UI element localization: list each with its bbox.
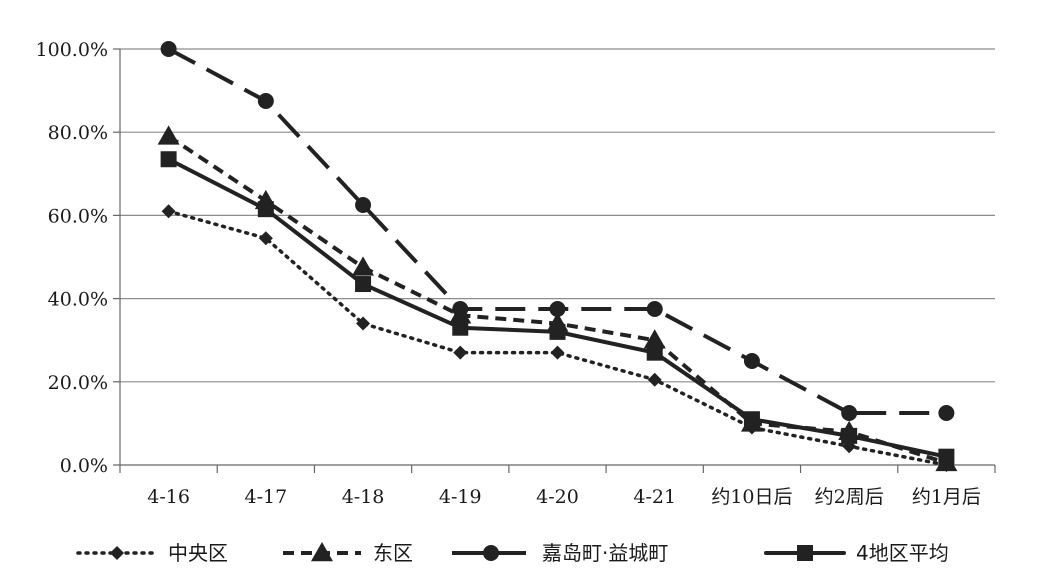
x-tick-label: 4-17 (244, 486, 287, 508)
data-point (157, 125, 180, 145)
data-point (257, 93, 274, 109)
legend-marker (797, 545, 813, 561)
data-point (352, 256, 375, 276)
series-line (166, 209, 949, 467)
data-point (841, 427, 858, 444)
legend-item: 东区 (283, 541, 413, 565)
x-tick-labels: 4-16 4-17 4-18 4-19 4-20 4-21 约10日后 约2周后 约1月后 (147, 486, 981, 508)
series-line (167, 134, 948, 465)
data-point (647, 372, 662, 387)
data-point (646, 344, 663, 361)
legend-label: 中央区 (168, 541, 228, 565)
x-tick-label: 约10日后 (711, 486, 792, 508)
x-tick-label: 4-16 (147, 486, 190, 508)
data-point (643, 329, 666, 349)
data-point (356, 316, 371, 331)
data-point (743, 411, 760, 428)
data-point (449, 304, 472, 324)
data-point (355, 276, 372, 293)
data-point (161, 204, 176, 219)
series-2 (160, 41, 955, 421)
data-point (549, 323, 566, 340)
y-tick-label: 100.0% (36, 39, 108, 61)
y-tick-label: 80.0% (48, 122, 108, 144)
legend-marker (311, 542, 333, 562)
y-tick-label: 0.0% (60, 455, 108, 477)
legend-marker (483, 545, 499, 561)
x-tick-label: 4-18 (342, 486, 385, 508)
data-point (646, 301, 663, 317)
legend-marker (110, 546, 124, 560)
x-tick-label: 4-20 (536, 486, 579, 508)
data-point (355, 197, 372, 213)
data-point (550, 345, 565, 360)
legend: 中央区 东区 嘉岛町·益城町 4地区平均 (76, 541, 949, 565)
data-point (160, 41, 177, 57)
data-point (257, 201, 274, 218)
y-tick-label: 60.0% (48, 205, 108, 227)
legend-label: 东区 (373, 541, 413, 565)
x-tick-label: 约2周后 (815, 486, 884, 508)
y-tick-label: 40.0% (48, 289, 108, 311)
legend-item: 中央区 (76, 541, 228, 565)
data-point (938, 448, 955, 465)
data-point (452, 319, 469, 336)
data-point (549, 301, 566, 317)
axes (113, 48, 996, 473)
data-point (453, 345, 468, 360)
y-tick-labels: 0.0% 20.0% 40.0% 60.0% 80.0% 100.0% (36, 39, 108, 477)
x-tick-label: 约1月后 (912, 486, 981, 508)
legend-item: 嘉岛町·益城町 (452, 541, 668, 565)
data-point (160, 151, 177, 168)
x-tick-label: 4-19 (439, 486, 482, 508)
x-tick-label: 4-21 (633, 486, 676, 508)
legend-label: 嘉岛町·益城町 (542, 541, 668, 565)
data-point (841, 405, 858, 421)
series-3 (160, 151, 955, 465)
data-point (258, 231, 273, 246)
series-lines (157, 41, 958, 472)
legend-label: 4地区平均 (856, 541, 949, 565)
y-tick-label: 20.0% (48, 372, 108, 394)
legend-item: 4地区平均 (764, 541, 949, 565)
data-point (743, 353, 760, 369)
data-point (938, 405, 955, 421)
